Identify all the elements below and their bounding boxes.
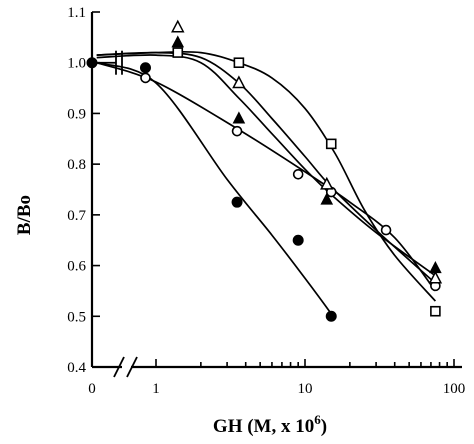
data-point-open-circle — [292, 168, 304, 180]
x-axis-title: GH (M, x 106) — [213, 412, 327, 437]
y-tick-label: 1.1 — [67, 5, 86, 21]
data-point-open-circle — [231, 125, 243, 137]
series-curve-filled-circle — [96, 61, 332, 315]
data-point-open-triangle — [428, 270, 443, 284]
data-point-open-square — [233, 57, 245, 69]
y-tick-label: 0.7 — [67, 208, 86, 224]
data-point-open-triangle — [232, 75, 246, 89]
y-tick-label: 0.6 — [67, 259, 86, 275]
x-axis-title-main: GH (M, x 10 — [213, 416, 314, 437]
curves — [92, 50, 437, 315]
series-curve-open-circle — [96, 61, 437, 292]
data-point-filled-circle — [139, 62, 151, 74]
x-axis-title-close: ) — [321, 416, 327, 437]
x-axis-title-exponent: 6 — [314, 412, 321, 427]
data-point-open-circle — [140, 72, 151, 84]
y-tick-label: 0.9 — [67, 106, 86, 122]
data-point-filled-circle — [231, 196, 243, 208]
series-curve-open-square — [96, 50, 437, 302]
x-tick-label: 10 — [298, 381, 313, 397]
y-tick-label: 0.8 — [67, 157, 86, 173]
series-curve-open-triangle — [96, 51, 436, 284]
data-point-open-square — [172, 47, 184, 58]
data-point-filled-circle — [292, 234, 304, 246]
data-point-open-square — [325, 138, 337, 150]
y-tick-label: 0.5 — [67, 309, 86, 325]
y-tick-label: 0.4 — [67, 360, 86, 376]
data-point-filled-triangle — [171, 35, 185, 48]
data-point-open-square — [430, 305, 441, 317]
x-tick-label: 0 — [88, 381, 96, 397]
x-tick-label: 1 — [152, 381, 160, 397]
y-axis-title: B/Bo — [14, 195, 35, 235]
series-curve-filled-triangle — [96, 54, 436, 277]
x-axis-break-slash — [113, 356, 125, 378]
y-tick-label: 1.0 — [67, 56, 86, 72]
axes: 0.4 0.5 0.6 0.7 0.8 0.9 1.0 1.1 0 1 10 100 — [67, 5, 465, 397]
data-point-filled-triangle — [232, 111, 246, 124]
data-point-filled-triangle — [429, 261, 442, 274]
data-point-open-triangle — [171, 19, 185, 33]
data-point-open-circle — [380, 224, 392, 236]
x-axis-break — [113, 50, 138, 378]
markers — [86, 19, 443, 322]
data-point-open-triangle — [320, 176, 334, 190]
data-point-filled-triangle — [320, 192, 334, 205]
x-axis-break-slash — [126, 356, 138, 378]
data-point-filled-circle — [325, 310, 337, 322]
data-point-filled-circle — [86, 57, 98, 69]
x-tick-label: 100 — [443, 381, 466, 397]
